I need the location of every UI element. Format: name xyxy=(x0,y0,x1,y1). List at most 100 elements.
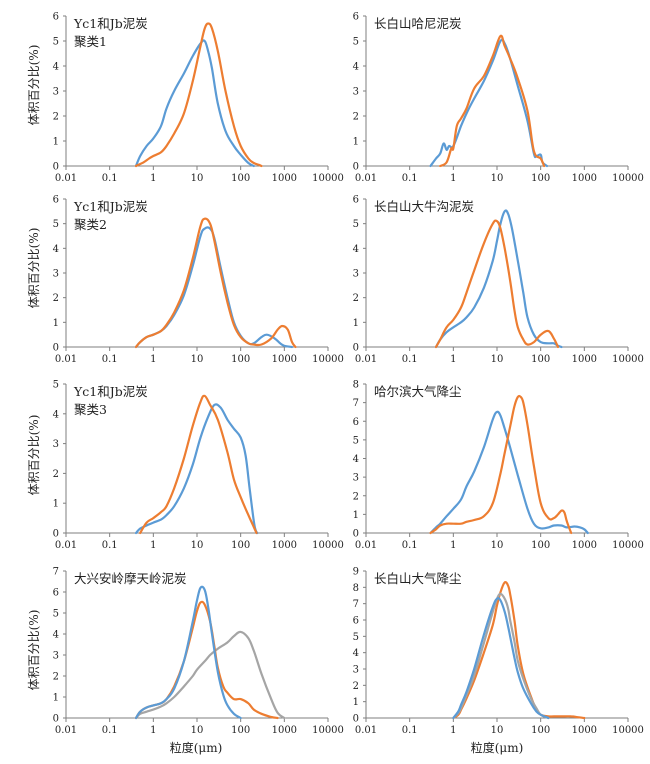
y-tick-label: 1 xyxy=(353,510,359,521)
x-tick-label: 0.01 xyxy=(355,540,377,551)
y-tick-label: 3 xyxy=(353,269,359,280)
x-tick-label: 1 xyxy=(450,173,456,184)
y-tick-label: 2 xyxy=(53,469,59,480)
x-tick-label: 0.1 xyxy=(402,540,418,551)
x-tick-label: 10 xyxy=(191,725,204,736)
y-tick-label: 6 xyxy=(353,195,359,206)
series-line-blue xyxy=(134,585,242,720)
y-tick-label: 6 xyxy=(353,12,359,23)
x-tick-label: 1 xyxy=(150,354,156,365)
y-tick-label: 8 xyxy=(353,380,359,391)
panel-6: 0 1 2 3 4 5 6 7 8 0.01 0.1 1 10 100 1000 10000 哈尔滨大气降尘 xyxy=(353,380,644,552)
x-tick-label: 10 xyxy=(191,173,204,184)
x-axis-label-right: 粒度(μm) xyxy=(471,740,524,755)
series-line-orange xyxy=(439,34,546,168)
y-tick-label: 3 xyxy=(53,651,59,662)
y-tick-label: 4 xyxy=(53,630,59,641)
x-tick-label: 0.01 xyxy=(355,173,377,184)
series-line-blue xyxy=(134,226,294,349)
x-tick-label: 1000 xyxy=(572,540,597,551)
x-tick-label: 1000 xyxy=(572,725,597,736)
y-tick-label: 1 xyxy=(353,318,359,329)
y-tick-label: 2 xyxy=(353,491,359,502)
y-tick-label: 3 xyxy=(53,87,59,98)
series-line-blue xyxy=(134,403,259,535)
y-tick-label: 6 xyxy=(53,588,59,599)
x-tick-label: 0.1 xyxy=(102,354,118,365)
y-tick-label: 2 xyxy=(53,672,59,683)
x-tick-label: 1000 xyxy=(272,725,297,736)
y-tick-label: 5 xyxy=(53,37,59,48)
y-tick-label: 0 xyxy=(353,529,359,540)
series-line-blue xyxy=(429,38,549,168)
y-axis-label-row-1: 体积百分比(%) xyxy=(27,45,41,126)
y-tick-label: 4 xyxy=(353,648,359,659)
x-tick-label: 1000 xyxy=(572,354,597,365)
x-tick-label: 10000 xyxy=(612,173,644,184)
panel-2: 0 1 2 3 4 5 6 0.01 0.1 1 10 100 1000 10000 长白山哈尼泥炭 xyxy=(353,12,644,185)
x-tick-label: 0.01 xyxy=(55,725,77,736)
x-tick-label: 100 xyxy=(531,725,550,736)
series-line-gray xyxy=(452,592,550,720)
series-line-orange xyxy=(429,394,573,535)
x-tick-label: 100 xyxy=(231,354,250,365)
y-tick-label: 7 xyxy=(53,567,59,578)
y-tick-label: 2 xyxy=(53,112,59,123)
x-tick-label: 1 xyxy=(150,540,156,551)
y-tick-label: 4 xyxy=(53,409,59,420)
y-tick-label: 6 xyxy=(53,12,59,23)
y-tick-label: 0 xyxy=(353,343,359,354)
y-tick-label: 4 xyxy=(353,62,359,73)
x-tick-label: 10 xyxy=(491,540,504,551)
x-tick-label: 100 xyxy=(531,540,550,551)
y-tick-label: 7 xyxy=(353,398,359,409)
y-tick-label: 6 xyxy=(353,417,359,428)
panel-title: 聚类3 xyxy=(74,402,107,417)
y-tick-label: 9 xyxy=(353,567,359,578)
x-tick-label: 100 xyxy=(531,173,550,184)
y-tick-label: 2 xyxy=(353,293,359,304)
panel-title: 哈尔滨大气降尘 xyxy=(374,384,462,399)
x-tick-label: 10000 xyxy=(312,173,344,184)
panel-4: 0 1 2 3 4 5 6 0.01 0.1 1 10 100 1000 10000 长白山大牛沟泥炭 xyxy=(353,195,644,366)
panel-title: Yc1和Jb泥炭 xyxy=(73,199,148,214)
panel-title: Yc1和Jb泥炭 xyxy=(73,384,148,399)
x-tick-label: 10000 xyxy=(612,725,644,736)
x-tick-label: 0.01 xyxy=(55,354,77,365)
y-tick-label: 7 xyxy=(353,599,359,610)
panel-title: 聚类2 xyxy=(74,217,107,232)
y-tick-label: 0 xyxy=(53,714,59,725)
x-tick-label: 0.1 xyxy=(402,173,418,184)
series-line-gray xyxy=(134,630,286,720)
x-tick-label: 0.1 xyxy=(402,725,418,736)
y-tick-label: 4 xyxy=(53,62,59,73)
x-tick-label: 1000 xyxy=(272,540,297,551)
y-tick-label: 3 xyxy=(353,665,359,676)
panel-title: 长白山大牛沟泥炭 xyxy=(374,199,474,214)
x-tick-label: 10 xyxy=(191,354,204,365)
x-tick-label: 100 xyxy=(231,725,250,736)
x-tick-label: 0.1 xyxy=(102,540,118,551)
x-tick-label: 10000 xyxy=(312,354,344,365)
series-line-orange xyxy=(452,581,586,720)
y-tick-label: 2 xyxy=(353,112,359,123)
x-tick-label: 1000 xyxy=(272,354,297,365)
series-line-orange xyxy=(434,219,560,349)
y-axis-label-row-3: 体积百分比(%) xyxy=(27,415,41,496)
y-tick-label: 1 xyxy=(53,693,59,704)
y-tick-label: 5 xyxy=(353,37,359,48)
x-tick-label: 1 xyxy=(450,540,456,551)
y-tick-label: 1 xyxy=(353,137,359,148)
y-tick-label: 3 xyxy=(353,87,359,98)
y-tick-label: 3 xyxy=(53,439,59,450)
x-tick-label: 10000 xyxy=(612,354,644,365)
y-tick-label: 3 xyxy=(53,269,59,280)
x-tick-label: 100 xyxy=(231,540,250,551)
y-tick-label: 1 xyxy=(53,499,59,510)
y-tick-label: 5 xyxy=(353,632,359,643)
series-line-orange xyxy=(139,394,258,535)
series-line-orange xyxy=(134,217,297,349)
y-axis-label-row-2: 体积百分比(%) xyxy=(27,228,41,309)
